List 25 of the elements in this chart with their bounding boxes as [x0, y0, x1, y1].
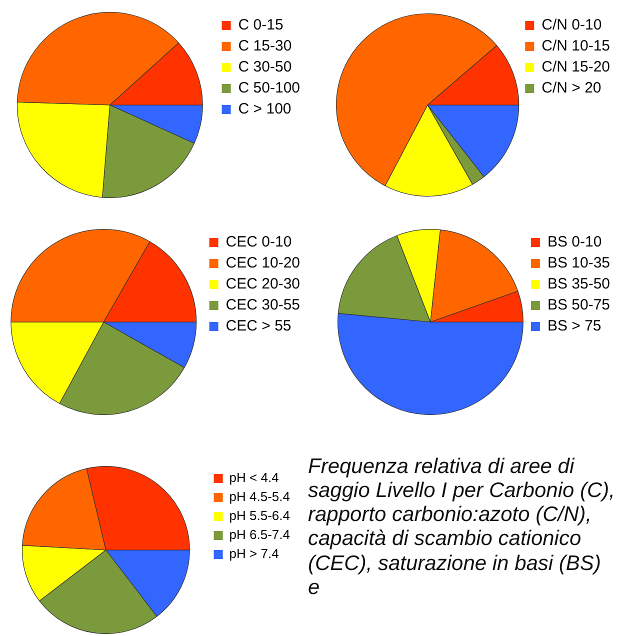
legend-label: pH 6.5-7.4	[229, 527, 290, 542]
legend-label: pH < 4.4	[229, 470, 279, 486]
legend-label: C 15-30	[238, 38, 292, 55]
legend-label: BS > 75	[547, 318, 602, 335]
legend-label: BS 50-75	[547, 296, 610, 314]
legend-label: C/N 0-10	[542, 16, 602, 34]
legend-label: C 30-50	[238, 58, 292, 76]
legend-label: pH 4.5-5.4	[229, 489, 290, 504]
legend-label: C/N 15-20	[542, 58, 610, 76]
legend-label: CEC 0-10	[226, 234, 292, 251]
legend-label: CEC 30-55	[226, 296, 300, 314]
legend-label: C 0-15	[238, 16, 284, 34]
legend-label: CEC 20-30	[226, 276, 300, 293]
legend-label: C 50-100	[238, 80, 300, 97]
legend-label: CEC > 55	[226, 318, 292, 335]
legend-label: BS 35-50	[547, 276, 610, 293]
legend-label: C/N > 20	[542, 80, 602, 97]
legend-label: pH > 7.4	[229, 546, 279, 562]
legend-label: pH 5.5-6.4	[229, 508, 290, 524]
legend-label: BS 10-35	[547, 254, 610, 272]
text: Frequenza relativa di aree di saggio Livello I per Carbonio (C), rapporto carbonio:azoto (C/N), capacità di scambio cationico (CEC), saturazione in basi (BS) e	[308, 455, 616, 600]
legend-label: BS 0-10	[547, 234, 602, 251]
legend-label: C/N 10-15	[542, 38, 610, 55]
legend-label: C > 100	[238, 100, 292, 118]
legend-label: CEC 10-20	[226, 254, 300, 272]
